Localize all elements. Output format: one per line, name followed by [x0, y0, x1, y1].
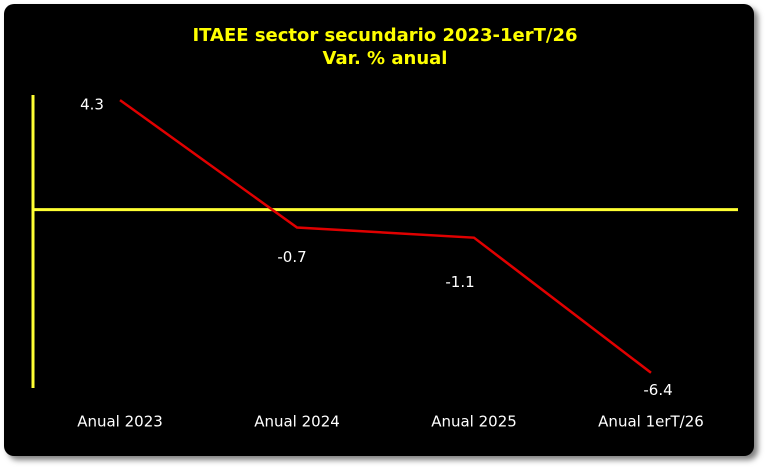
chart-background [4, 4, 754, 456]
data-label: -1.1 [445, 273, 474, 291]
x-tick-label: Anual 1erT/26 [598, 413, 704, 431]
chart-subtitle: Var. % anual [323, 48, 448, 69]
chart-title: ITAEE sector secundario 2023-1erT/26 [192, 25, 577, 46]
data-label: -0.7 [277, 248, 306, 266]
data-line [119, 99, 652, 374]
x-tick-label: Anual 2024 [254, 413, 340, 431]
x-tick-label: Anual 2023 [77, 413, 163, 431]
data-label: 4.3 [80, 96, 104, 114]
x-tick-label: Anual 2025 [431, 413, 517, 431]
data-label: -6.4 [643, 381, 672, 399]
